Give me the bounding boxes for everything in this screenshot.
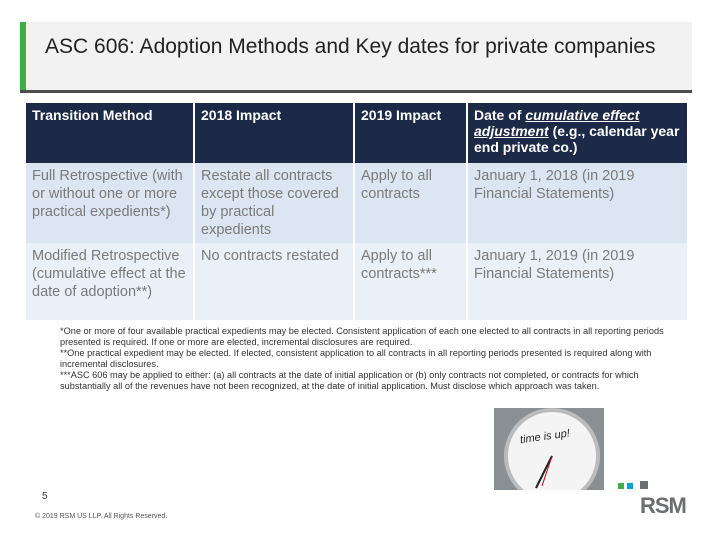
page-number: 5 — [42, 491, 48, 502]
clock-face — [504, 408, 600, 490]
header-cell: 2019 Impact — [354, 103, 468, 163]
logo-square — [618, 483, 624, 489]
table-cell: Apply to all contracts — [354, 163, 468, 243]
second-hand — [541, 455, 553, 487]
table-row: Full Retrospective (with or without one … — [26, 163, 689, 243]
table-cell: January 1, 2018 (in 2019 Financial State… — [467, 163, 689, 243]
table-cell: Full Retrospective (with or without one … — [26, 163, 195, 243]
title-band — [20, 22, 692, 93]
header-text: Date of — [474, 107, 526, 123]
footnote: **One practical expedient may be elected… — [60, 348, 652, 369]
table-cell: Modified Retrospective (cumulative effec… — [26, 243, 195, 320]
logo-square — [627, 483, 633, 489]
table-body: Full Retrospective (with or without one … — [26, 163, 689, 320]
table-cell: Apply to all contracts*** — [354, 243, 468, 320]
copyright: © 2019 RSM US LLP. All Rights Reserved. — [35, 513, 168, 520]
methods-table: Transition Method 2018 Impact 2019 Impact D… — [26, 103, 689, 320]
footnote: *One or more of four available practical… — [60, 326, 664, 347]
header-cell: Transition Method — [26, 103, 195, 163]
slide-title: ASC 606: Adoption Methods and Key dates … — [45, 35, 656, 58]
logo-square — [640, 481, 648, 489]
table-cell: January 1, 2019 (in 2019 Financial State… — [467, 243, 689, 320]
header-row: Transition Method 2018 Impact 2019 Impact D… — [26, 103, 689, 163]
logo-squares — [618, 481, 648, 489]
header-cell: Date of cumulative effect adjustment (e.… — [467, 103, 689, 163]
header-cell: 2018 Impact — [194, 103, 355, 163]
logo: RSM — [640, 493, 687, 518]
header-text: (e.g., calendar year end private co.) — [474, 123, 680, 155]
accent-bar — [20, 22, 26, 90]
header-text: cumulative effect adjustment — [474, 107, 640, 139]
footnote: ***ASC 606 may be applied to either: (a)… — [60, 370, 639, 391]
footnotes: *One or more of four available practical… — [60, 326, 685, 392]
clock-hand — [535, 455, 553, 489]
table-row: Modified Retrospective (cumulative effec… — [26, 243, 689, 320]
table-cell: Restate all contracts except those cover… — [194, 163, 355, 243]
table-cell: No contracts restated — [194, 243, 355, 320]
clock-image: time is up! — [494, 408, 604, 490]
